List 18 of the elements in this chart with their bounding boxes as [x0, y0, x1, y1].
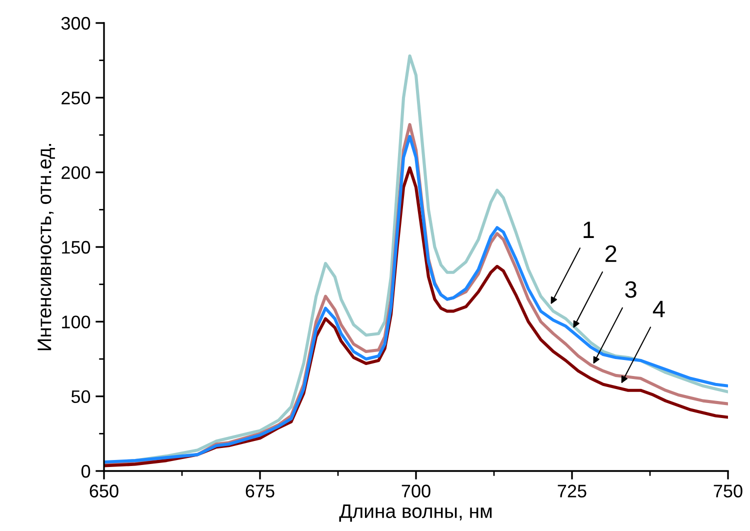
- y-tick-label: 250: [62, 92, 90, 104]
- y-tick-label: 150: [62, 240, 90, 254]
- y-tick-label: 300: [61, 16, 90, 30]
- annotation: 2: [606, 245, 616, 262]
- y-tick-label: 0: [81, 464, 90, 478]
- x-tick-label: 650: [90, 484, 118, 498]
- y-axis-title: Интенсивность, отн.ед.: [38, 144, 55, 350]
- annotation: 3: [625, 281, 636, 298]
- annotation: 1: [584, 222, 594, 238]
- y-tick-label: 200: [62, 166, 90, 180]
- x-tick-label: 750: [714, 484, 742, 498]
- x-axis-title: Длина волны, нм: [339, 504, 492, 522]
- x-tick-label: 675: [246, 484, 274, 498]
- x-tick-label: 700: [402, 484, 430, 498]
- x-tick-label: 725: [558, 484, 586, 498]
- annotation: 4: [652, 300, 665, 318]
- y-tick-label: 50: [71, 390, 90, 404]
- y-tick-label: 100: [62, 316, 90, 328]
